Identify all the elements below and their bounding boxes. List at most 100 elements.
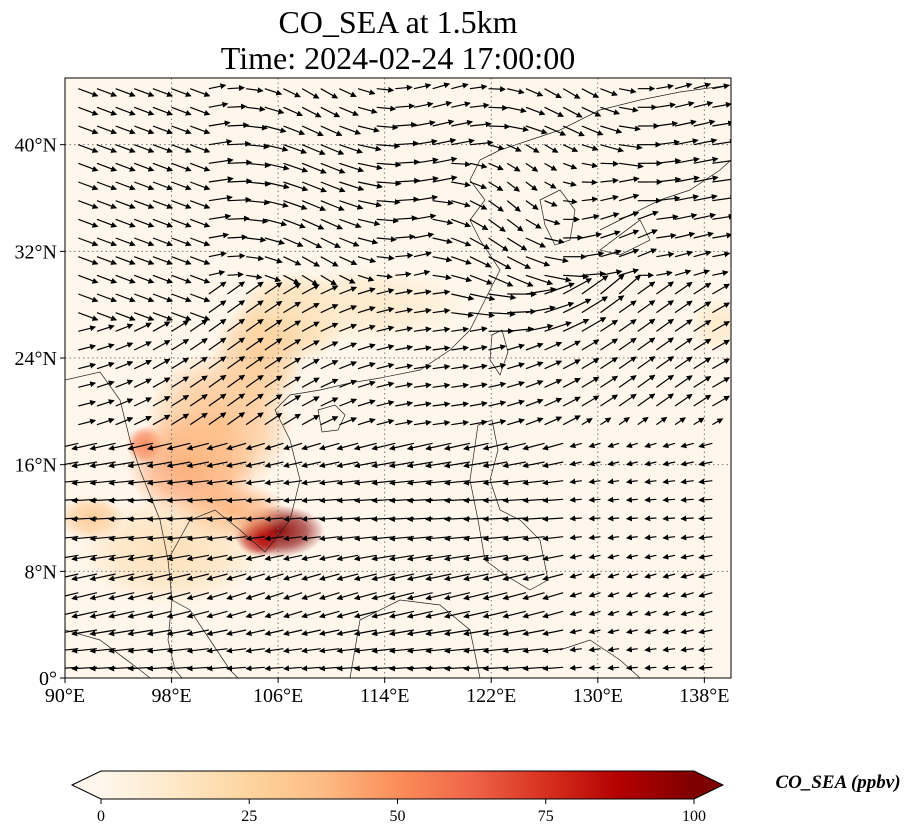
wind-arrow: [376, 306, 395, 314]
wind-arrow: [208, 374, 227, 388]
wind-arrow: [482, 442, 508, 451]
wind-arrow: [320, 322, 339, 332]
wind-arrow: [544, 321, 572, 332]
wind-arrow: [662, 460, 676, 467]
wind-arrow: [712, 339, 731, 351]
wind-arrow: [502, 665, 526, 672]
wind-arrow: [656, 251, 675, 258]
wind-arrow: [78, 144, 99, 153]
wind-arrow: [588, 478, 601, 485]
wind-arrow: [339, 274, 356, 284]
wind-arrow: [171, 237, 192, 247]
wind-arrow: [413, 120, 436, 127]
wind-arrow: [451, 119, 474, 127]
wind-arrow: [134, 162, 155, 172]
wind-arrow: [674, 82, 693, 90]
wind-arrow: [562, 415, 581, 426]
wind-arrow: [712, 157, 731, 164]
wind-arrow: [588, 572, 601, 579]
wind-arrow: [357, 237, 379, 245]
wind-arrow: [376, 400, 395, 407]
wind-arrow: [581, 125, 604, 136]
wind-arrow: [395, 84, 413, 91]
wind-arrow: [301, 274, 319, 286]
wind-arrow: [320, 144, 345, 155]
wind-arrow: [425, 610, 452, 619]
wind-arrow: [488, 162, 504, 171]
wind-arrow: [227, 337, 246, 351]
wind-arrow: [662, 591, 676, 598]
wind-arrow: [320, 106, 341, 118]
wind-arrow: [264, 282, 283, 295]
wind-arrow: [206, 573, 228, 581]
wind-arrow: [451, 293, 475, 301]
wind-arrow: [522, 442, 545, 451]
wind-arrow: [134, 88, 155, 97]
wind-arrow: [152, 321, 171, 332]
wind-arrow: [451, 218, 471, 228]
wind-arrow: [588, 534, 601, 541]
wind-arrow: [264, 461, 284, 468]
wind-arrow: [339, 361, 358, 370]
wind-arrow: [226, 665, 247, 672]
wind-arrow: [357, 144, 382, 152]
wind-arrow: [208, 101, 229, 108]
wind-arrow: [78, 325, 97, 332]
wind-arrow: [662, 664, 676, 671]
wind-arrow: [588, 610, 601, 617]
wind-arrow: [693, 194, 718, 202]
wind-arrow: [320, 256, 339, 267]
wind-arrow: [656, 393, 675, 407]
wind-arrow: [502, 497, 526, 504]
wind-arrow: [146, 610, 172, 619]
wind-arrow: [506, 200, 521, 212]
wind-arrow: [301, 237, 323, 249]
wind-arrow: [542, 647, 564, 654]
wind-arrow: [115, 312, 136, 321]
wind-arrow: [134, 144, 155, 153]
wind-arrow: [522, 535, 545, 542]
wind-arrow: [227, 103, 248, 110]
wind-arrow: [206, 479, 228, 486]
wind-arrow: [619, 176, 640, 183]
wind-arrow: [376, 325, 395, 332]
wind-arrow: [600, 212, 620, 220]
wind-arrow: [656, 270, 673, 277]
wind-arrow: [600, 194, 619, 202]
wind-arrow: [674, 175, 700, 183]
wind-arrow: [227, 122, 250, 129]
wind-arrow: [89, 592, 116, 601]
wind-arrow: [674, 250, 694, 258]
wind-arrow: [152, 144, 174, 153]
colorbar-tick-label: 0: [97, 808, 105, 825]
wind-arrow: [78, 218, 99, 228]
wind-arrow: [336, 442, 359, 451]
wind-arrow: [245, 374, 264, 388]
wind-arrow: [680, 460, 694, 467]
wind-arrow: [451, 256, 472, 265]
wind-arrow: [152, 293, 174, 303]
wind-arrow: [395, 382, 414, 388]
wind-arrow: [562, 106, 583, 118]
wind-arrow: [166, 629, 191, 637]
wind-arrow: [186, 515, 209, 522]
wind-arrow: [432, 100, 453, 108]
wind-arrow: [208, 213, 232, 220]
wind-arrow: [318, 592, 340, 601]
wind-arrow: [71, 592, 98, 601]
wind-arrow: [674, 417, 686, 426]
wind-arrow: [637, 356, 656, 370]
wind-arrow: [488, 237, 509, 252]
wind-arrow: [206, 665, 228, 672]
wind-arrow: [488, 344, 507, 351]
wind-arrow: [600, 249, 622, 258]
wind-arrow: [283, 125, 306, 136]
x-tick-label: 90°E: [45, 685, 85, 707]
wind-arrow: [581, 106, 602, 117]
wind-arrow: [301, 321, 320, 332]
wind-arrow: [569, 610, 582, 617]
wind-arrow: [171, 293, 192, 303]
wind-arrow: [283, 200, 308, 210]
wind-arrow: [245, 647, 265, 654]
wind-arrow: [625, 646, 638, 653]
